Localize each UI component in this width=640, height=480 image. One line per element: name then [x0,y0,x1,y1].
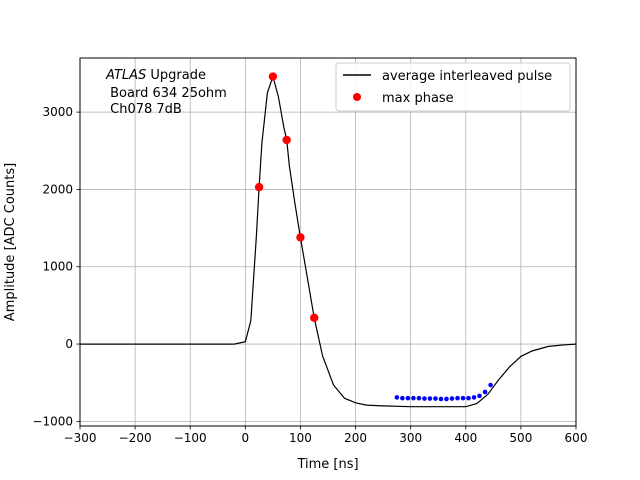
x-tick-label: −300 [64,431,97,445]
sample-point [466,395,471,401]
legend-marker-swatch [353,93,361,101]
x-tick-label: −200 [119,431,152,445]
max-phase-point [282,135,291,145]
legend-label-max-phase: max phase [382,91,454,106]
max-phase-point [268,72,278,81]
sample-point [433,396,438,401]
sample-point [394,395,400,400]
upgrade-label: Upgrade [146,68,206,83]
sample-point [471,395,477,400]
max-phase-point [296,233,305,242]
max-phase-point [254,182,264,192]
x-tick-label: 400 [454,431,477,445]
x-tick-label: 100 [289,431,312,445]
axes-frame [79,57,577,427]
max-phase-point [310,313,319,322]
x-tick-label: 0 [242,431,250,445]
x-tick-label: −100 [174,431,207,445]
x-tick-label: 300 [399,431,422,445]
y-tick-label: 1000 [42,260,73,274]
sample-points [394,382,493,402]
board-annotation: Board 634 25ohm [106,86,227,101]
sample-point [449,396,455,401]
y-tick-label: 0 [65,337,73,351]
y-tick-label: −1000 [32,414,73,428]
sample-point [444,396,449,402]
plot-area [80,72,577,408]
atlas-annotation: ATLAS Upgrade [105,68,206,83]
sample-point [482,389,488,395]
x-tick-label: 200 [344,431,367,445]
sample-point [488,382,493,388]
y-tick-label: 2000 [42,182,73,196]
sample-point [460,395,466,401]
x-tick-label: 600 [565,431,588,445]
legend-box [335,62,571,112]
sample-point [455,395,460,401]
sample-point [438,396,444,402]
sample-point [411,395,416,401]
channel-annotation: Ch078 7dB [106,102,182,117]
tick-marks: −300 −200 −100 0 100 200 300 400 500 600−10000100… [32,105,587,445]
legend: average interleaved pulse max phase [335,62,571,112]
sample-point [400,395,405,401]
sample-point [477,393,482,399]
sample-point [422,396,427,401]
x-axis-label: Time [ns] [296,457,358,472]
y-tick-label: 3000 [42,105,73,119]
sample-point [416,395,422,401]
sample-point [405,395,411,401]
y-axis-label: Amplitude [ADC Counts] [3,163,18,321]
legend-label-average: average interleaved pulse [382,69,552,84]
atlas-label: ATLAS [105,68,146,83]
sample-point [427,396,433,401]
x-tick-label: 500 [509,431,532,445]
